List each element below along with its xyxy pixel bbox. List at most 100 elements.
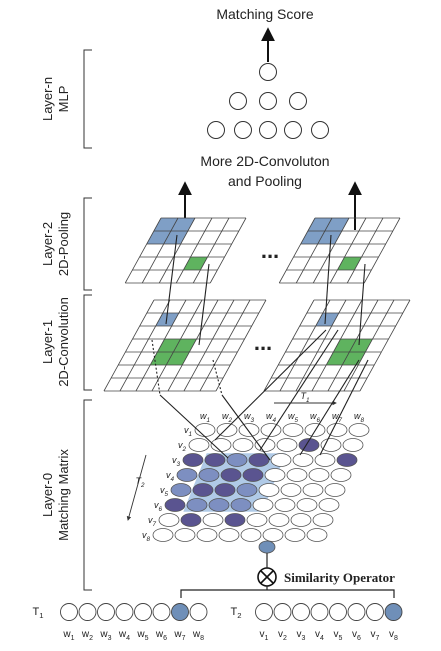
matrix-cell: [224, 513, 246, 527]
sequence-word-node: [78, 603, 97, 621]
matrix-col-label: w2: [222, 411, 233, 424]
matrix-col-label: w6: [310, 411, 321, 424]
mlp-node: [289, 92, 307, 110]
matrix-cell: [260, 423, 282, 437]
sequence-t1: T1 w1 w2 w3 w4 w5 w6 w7 w8: [32, 603, 208, 642]
sequence-word-label: w2: [81, 629, 93, 642]
matrix-cell: [230, 498, 252, 512]
matrix-cell: [296, 498, 318, 512]
sequence-label: T2: [230, 606, 241, 620]
svg-text:Matching Matrix: Matching Matrix: [56, 449, 71, 541]
sequence-word-label: w7: [173, 629, 185, 642]
matrix-row-label: v3: [172, 455, 181, 468]
sequence-word-label: w6: [155, 629, 167, 642]
sequence-word-label: v5: [334, 629, 343, 642]
matrix-cell: [320, 438, 342, 452]
matrix-cell: [158, 513, 180, 527]
matrix-row-label: v8: [142, 530, 151, 543]
sequence-word-label: v8: [389, 629, 398, 642]
matrix-cell: [254, 438, 276, 452]
svg-text:2D-Convolution: 2D-Convolution: [56, 297, 71, 387]
sequence-word-node: [255, 603, 273, 621]
matrix-cell: [268, 513, 290, 527]
mlp-node: [284, 121, 302, 139]
matrix-cell: [282, 423, 304, 437]
matrix-cell: [330, 468, 352, 482]
highlight-cell: [337, 257, 362, 270]
pool-ellipsis: ...: [261, 238, 279, 263]
matrix-cell: [308, 468, 330, 482]
matrix-cell: [202, 513, 224, 527]
matrix-cell: [290, 513, 312, 527]
more-conv-label-line1: More 2D-Convoluton: [200, 153, 329, 169]
sequence-word-node: [366, 603, 384, 621]
matrix-row-label: v5: [160, 485, 169, 498]
sequence-word-node: [97, 603, 115, 621]
mlp-node: [207, 121, 225, 139]
mlp-node: [259, 63, 277, 81]
matrix-cell: [248, 453, 270, 467]
svg-text:Layer-1: Layer-1: [40, 320, 55, 364]
sequence-word-node: [273, 603, 292, 621]
matrix-cell: [196, 528, 218, 542]
sequence-word-label: w4: [118, 629, 130, 642]
matrix-row-label: v6: [154, 500, 163, 513]
matrix-output-node: [258, 540, 276, 554]
sequence-word-node: [189, 603, 208, 621]
matrix-cell: [326, 423, 348, 437]
sequence-t2: T2 v1 v2 v3 v4 v5 v6 v7 v8: [230, 603, 403, 642]
matrix-col-label: w8: [354, 411, 365, 424]
matrix-col-label: w1: [200, 411, 210, 424]
matrix-cell: [258, 483, 280, 497]
matrix-cell: [218, 528, 240, 542]
matrix-cell: [208, 498, 230, 512]
matrix-row-label: v2: [178, 440, 187, 453]
matrix-cell: [302, 483, 324, 497]
pooling-grid-left: [124, 217, 247, 284]
layer-brackets: [83, 49, 92, 591]
sequence-word-label: w5: [136, 629, 148, 642]
sequence-word-label: w3: [99, 629, 111, 642]
mlp-node: [311, 121, 329, 139]
matrix-cell: [306, 528, 328, 542]
matrix-cell: [318, 498, 340, 512]
sequence-word-node: [134, 603, 152, 621]
matrix-row-label: v4: [166, 470, 175, 483]
matrix-cell: [246, 513, 268, 527]
matrix-cell: [242, 468, 264, 482]
sequence-word-node: [292, 603, 310, 621]
sequence-label: T1: [32, 606, 43, 620]
feature-map-grids: [103, 217, 411, 392]
mlp-nodes: [207, 63, 329, 139]
connection-lines: [151, 234, 369, 461]
svg-text:Layer-n: Layer-n: [40, 77, 55, 121]
matching-score-title: Matching Score: [216, 6, 313, 22]
matrix-cell: [180, 513, 202, 527]
sequence-word-node: [310, 603, 329, 621]
matrix-cell: [270, 453, 292, 467]
sequence-word-node: [329, 603, 347, 621]
matrix-row-label: v1: [184, 425, 192, 438]
matrix-cell: [198, 468, 220, 482]
matrix-cell: [220, 468, 242, 482]
matrix-cell: [240, 528, 262, 542]
svg-text:MLP: MLP: [56, 86, 71, 113]
matrix-cell: [174, 528, 196, 542]
matrix-cell: [262, 528, 284, 542]
sequence-word-node: [347, 603, 366, 621]
matrix-cell: [164, 498, 186, 512]
matrix-cell: [284, 528, 306, 542]
matrix-cell: [292, 453, 314, 467]
sequence-word-node: [115, 603, 134, 621]
matrix-cell: [182, 453, 204, 467]
matrix-col-label: w5: [288, 411, 299, 424]
matrix-col-label: w7: [332, 411, 343, 424]
pooling-grid-right: [278, 217, 401, 284]
matrix-col-label: w3: [244, 411, 255, 424]
matrix-cell: [204, 453, 226, 467]
convolution-grid-left: [103, 299, 267, 392]
matrix-row-label: v7: [148, 515, 157, 528]
convolution-grid-right: [263, 299, 411, 392]
matching-matrix: w1 w2 w3 w4 w5 w6 w7 w8 v1 v2 v3 v4 v5 v6 v7 v8 T1 T2: [126, 391, 370, 554]
